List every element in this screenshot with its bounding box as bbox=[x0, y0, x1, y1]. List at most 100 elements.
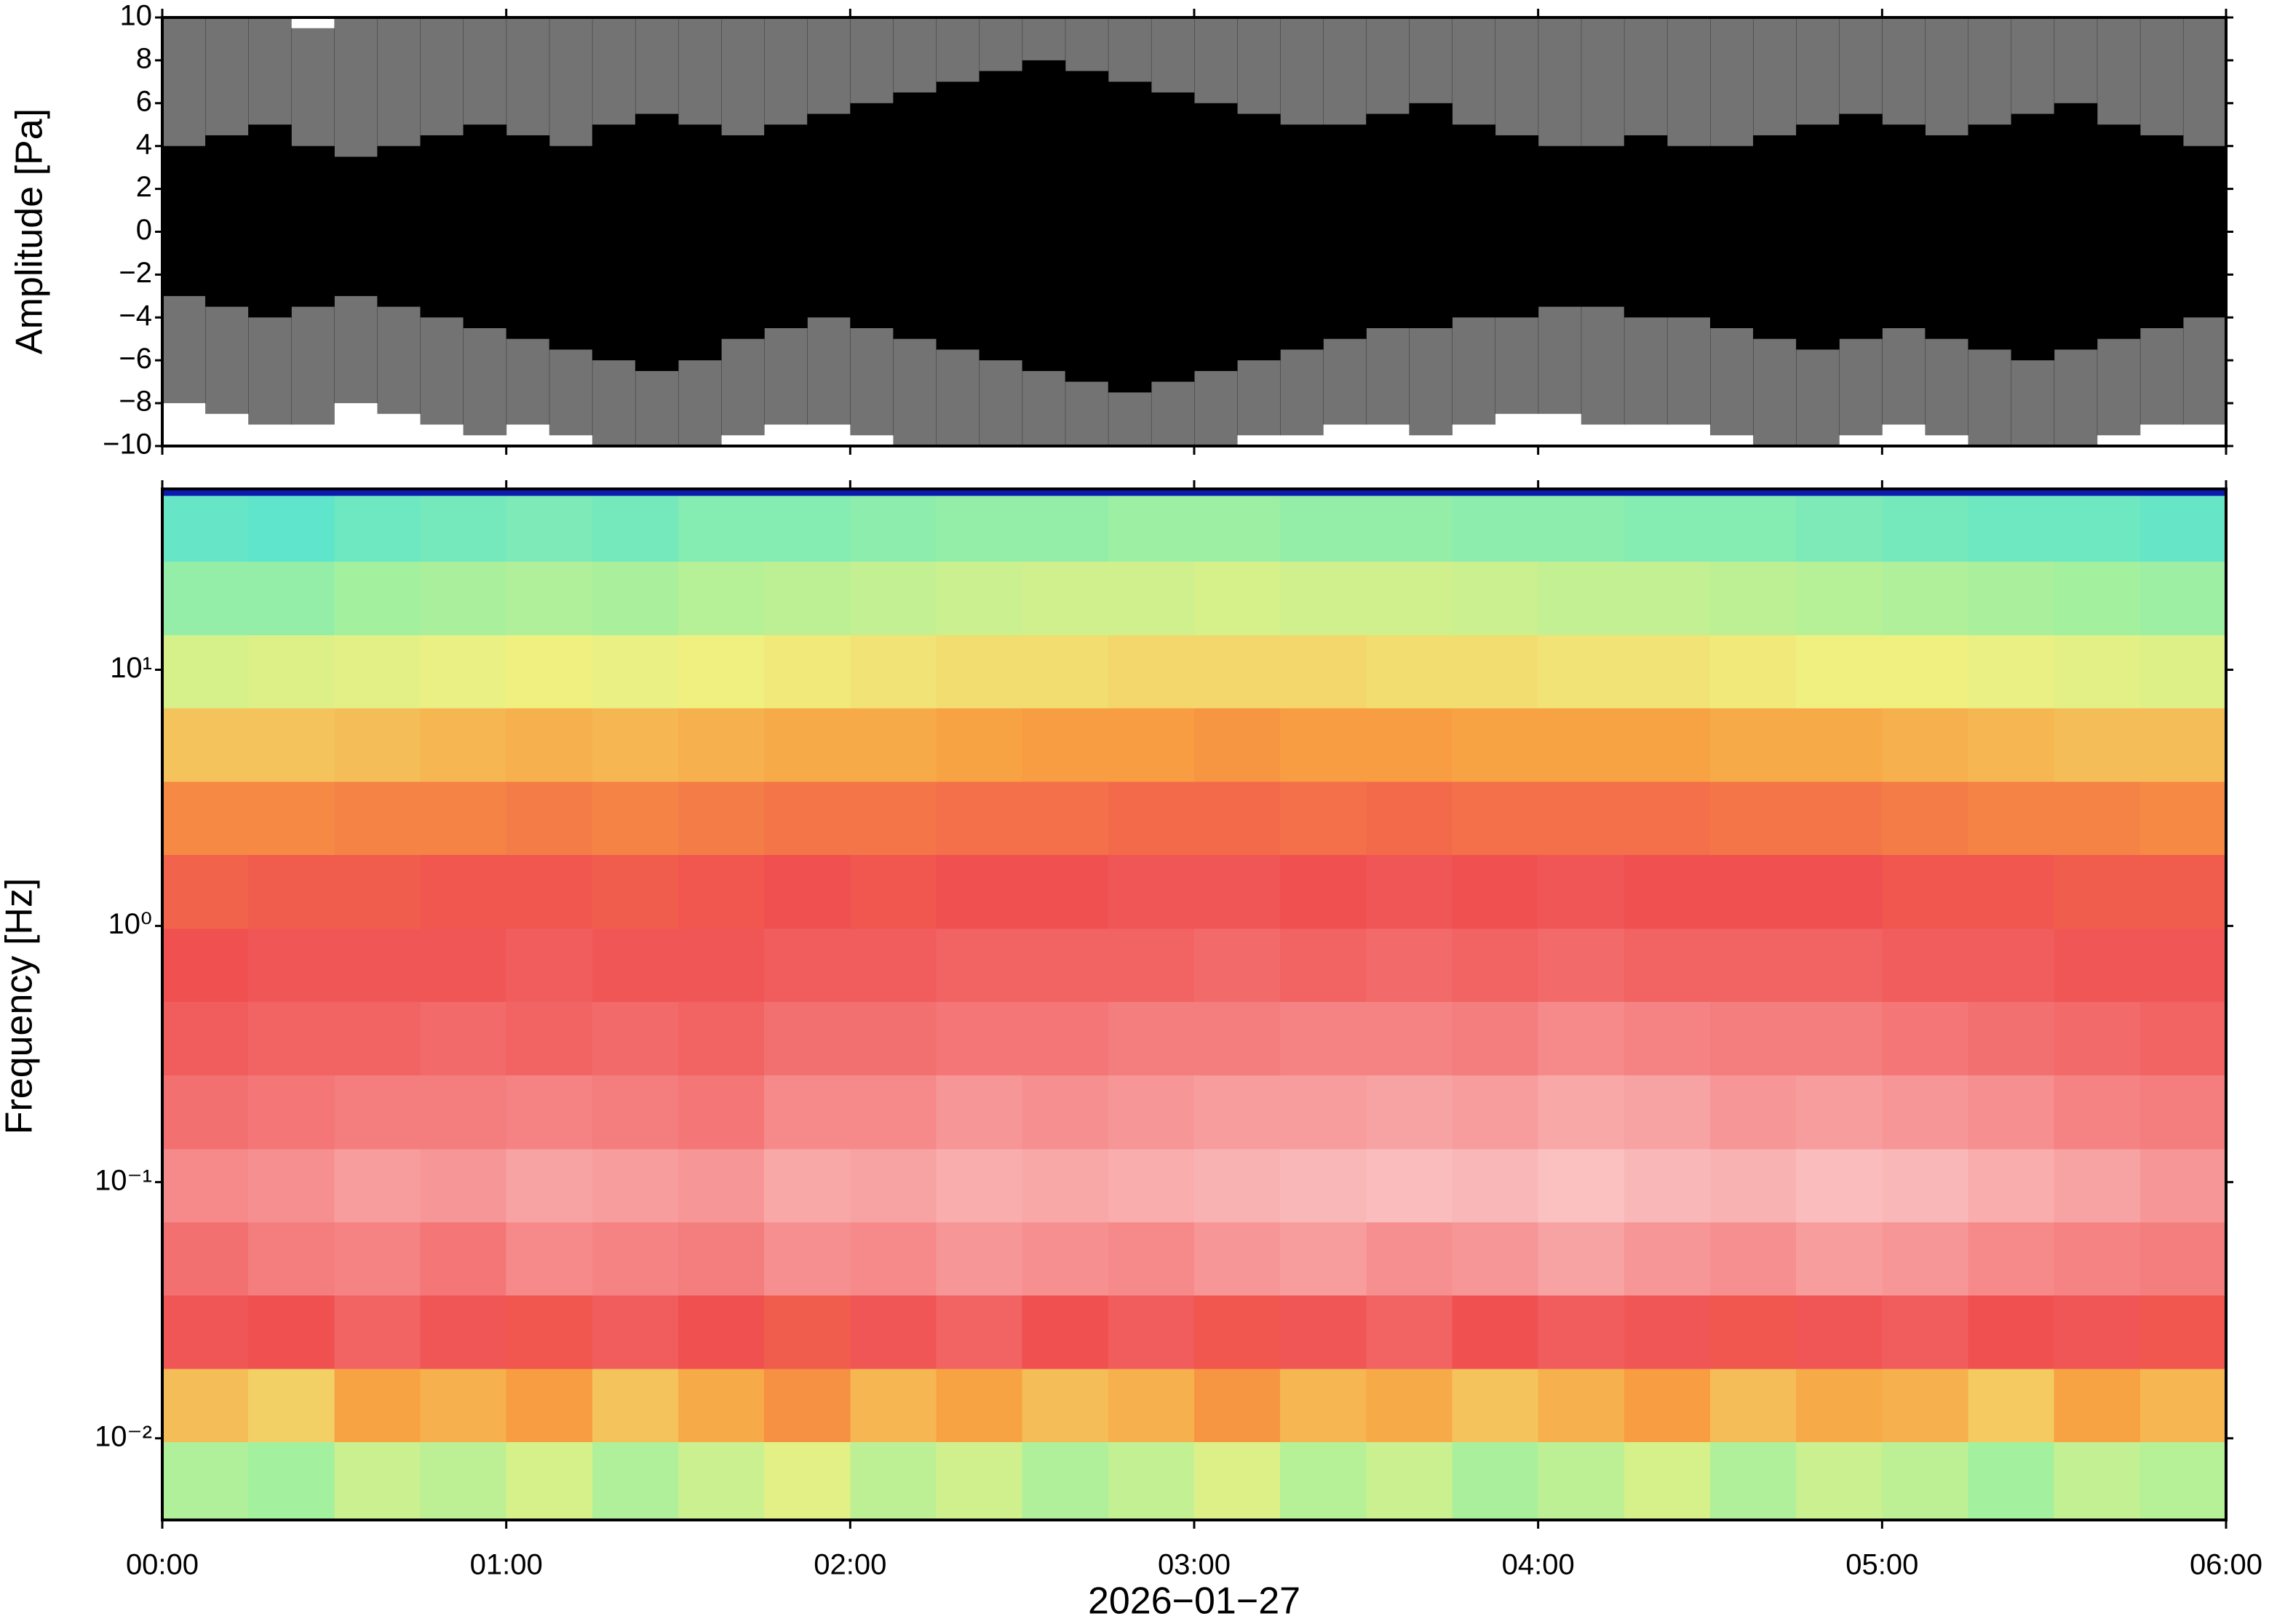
heatmap-cell bbox=[1796, 1001, 1883, 1076]
heatmap-cell bbox=[506, 1001, 593, 1076]
heatmap-cell bbox=[1968, 1001, 2055, 1076]
heatmap-cell bbox=[162, 854, 249, 929]
heatmap-cell bbox=[248, 495, 335, 562]
heatmap-cell bbox=[1366, 707, 1453, 782]
heatmap-cell bbox=[678, 561, 765, 635]
heatmap-cell bbox=[1022, 1441, 1109, 1521]
heatmap-cell bbox=[850, 1441, 937, 1521]
heatmap-cell bbox=[162, 561, 249, 635]
heatmap-cell bbox=[1452, 1295, 1539, 1369]
heatmap-cell bbox=[162, 707, 249, 782]
heatmap-cell bbox=[936, 1295, 1023, 1369]
heatmap-cell bbox=[506, 781, 593, 856]
heatmap-cell bbox=[1968, 1075, 2055, 1150]
heatmap-cell bbox=[334, 1369, 421, 1443]
heatmap-cell bbox=[678, 781, 765, 856]
heatmap-cell bbox=[1366, 1441, 1453, 1521]
core-range bbox=[1237, 114, 1281, 361]
heatmap-cell bbox=[1796, 495, 1883, 562]
heatmap-cell bbox=[1796, 1075, 1883, 1150]
heatmap-cell bbox=[592, 1001, 679, 1076]
heatmap-cell bbox=[2054, 1075, 2141, 1150]
y-tick-label: 4 bbox=[136, 128, 152, 160]
heatmap-cell bbox=[592, 1295, 679, 1369]
core-range bbox=[1065, 71, 1109, 382]
y-tick-label: −2 bbox=[119, 257, 152, 289]
heatmap-cell bbox=[1968, 561, 2055, 635]
heatmap-cell bbox=[678, 707, 765, 782]
heatmap-cell bbox=[1796, 854, 1883, 929]
heatmap-cell bbox=[1108, 561, 1195, 635]
heatmap-cell bbox=[334, 854, 421, 929]
heatmap-cell bbox=[1194, 1222, 1281, 1296]
heatmap-cell bbox=[1968, 1441, 2055, 1521]
core-range bbox=[936, 81, 980, 350]
core-range bbox=[1839, 114, 1883, 339]
heatmap-cell bbox=[1710, 1295, 1797, 1369]
heatmap-cell bbox=[1968, 489, 2055, 496]
heatmap-cell bbox=[936, 1075, 1023, 1150]
heatmap-cell bbox=[936, 489, 1023, 496]
heatmap-cell bbox=[1108, 1148, 1195, 1222]
heatmap-cell bbox=[2139, 1369, 2227, 1443]
heatmap-cell bbox=[248, 1222, 335, 1296]
core-range bbox=[1666, 146, 1711, 318]
core-range bbox=[1624, 135, 1668, 318]
heatmap-cell bbox=[1796, 1441, 1883, 1521]
heatmap-cell bbox=[1538, 1295, 1625, 1369]
heatmap-cell bbox=[506, 561, 593, 635]
heatmap-cell bbox=[678, 1295, 765, 1369]
heatmap-cell bbox=[1452, 489, 1539, 496]
heatmap-cell bbox=[1710, 781, 1797, 856]
heatmap-cell bbox=[2139, 495, 2227, 562]
heatmap-cell bbox=[936, 928, 1023, 1003]
core-range bbox=[807, 114, 851, 318]
heatmap-cell bbox=[1968, 1295, 2055, 1369]
heatmap-cell bbox=[936, 561, 1023, 635]
core-range bbox=[2054, 103, 2098, 350]
heatmap-cell bbox=[1968, 781, 2055, 856]
heatmap-cell bbox=[936, 495, 1023, 562]
heatmap-cell bbox=[1022, 634, 1109, 709]
core-range bbox=[1366, 114, 1410, 329]
core-range bbox=[1280, 124, 1324, 350]
heatmap-cell bbox=[248, 1295, 335, 1369]
heatmap-cell bbox=[1194, 1295, 1281, 1369]
heatmap-cell bbox=[248, 489, 335, 496]
heatmap-cell bbox=[248, 1148, 335, 1222]
plot-frame bbox=[161, 16, 2228, 447]
heatmap-cell bbox=[1280, 1148, 1367, 1222]
core-range bbox=[248, 124, 292, 318]
heatmap-cell bbox=[592, 1369, 679, 1443]
y-tick-label: 6 bbox=[136, 85, 152, 117]
heatmap-cell bbox=[1366, 1148, 1453, 1222]
heatmap-cell bbox=[1280, 1369, 1367, 1443]
heatmap-cell bbox=[162, 489, 249, 496]
heatmap-cell bbox=[1280, 1001, 1367, 1076]
heatmap-cell bbox=[2054, 1369, 2141, 1443]
core-range bbox=[592, 124, 636, 361]
heatmap-cell bbox=[1280, 489, 1367, 496]
y-tick-label: 0 bbox=[136, 214, 152, 246]
heatmap-cell bbox=[506, 1441, 593, 1521]
heatmap-cell bbox=[850, 1369, 937, 1443]
plot-frame bbox=[161, 487, 2228, 1521]
heatmap-cell bbox=[1452, 707, 1539, 782]
x-tick-label: 01:00 bbox=[470, 1549, 543, 1581]
heatmap-cell bbox=[1194, 1001, 1281, 1076]
heatmap-cell bbox=[1022, 1148, 1109, 1222]
heatmap-cell bbox=[1280, 707, 1367, 782]
heatmap-cell bbox=[850, 561, 937, 635]
heatmap-cell bbox=[1538, 1001, 1625, 1076]
core-range bbox=[721, 135, 765, 339]
heatmap-cell bbox=[1452, 781, 1539, 856]
core-range bbox=[1022, 60, 1066, 371]
heatmap-cell bbox=[592, 495, 679, 562]
heatmap-cell bbox=[1022, 1369, 1109, 1443]
heatmap-cell bbox=[1452, 1075, 1539, 1150]
heatmap-cell bbox=[420, 561, 507, 635]
heatmap-cell bbox=[592, 1222, 679, 1296]
heatmap-cell bbox=[1710, 489, 1797, 496]
heatmap-cell bbox=[936, 1148, 1023, 1222]
